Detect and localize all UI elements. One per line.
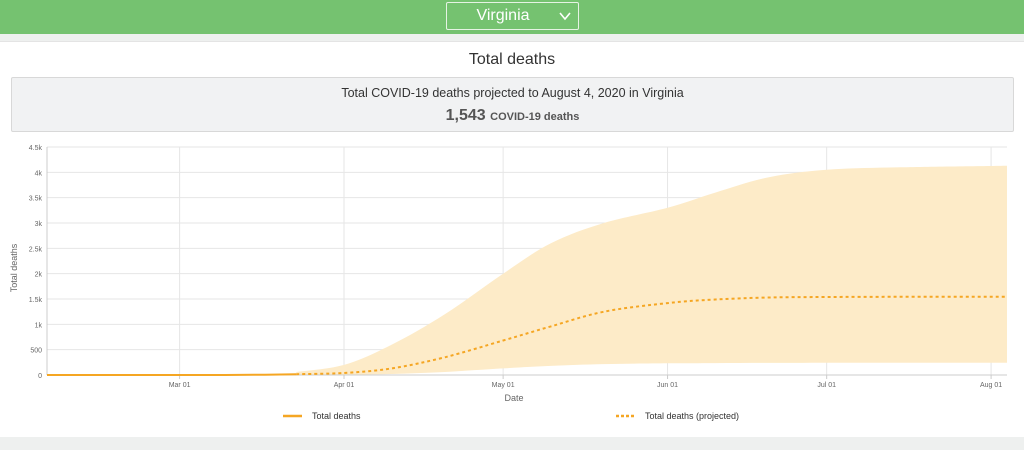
- death-count: 1,543: [445, 107, 486, 124]
- summary-count: 1,543 COVID-19 deaths: [12, 107, 1013, 125]
- y-tick-label: 3k: [35, 221, 43, 228]
- top-bar: Virginia: [0, 0, 1024, 34]
- y-tick-label: 2.5k: [29, 246, 43, 253]
- y-tick-label: 2k: [35, 272, 43, 279]
- y-tick-label: 3.5k: [29, 196, 43, 203]
- summary-box: Total COVID-19 deaths projected to Augus…: [11, 77, 1014, 132]
- x-tick-label: May 01: [492, 382, 515, 389]
- death-count-unit: COVID-19 deaths: [490, 111, 580, 123]
- x-tick-label: Apr 01: [334, 382, 355, 389]
- chart-tick-labels: 0 500 1k 1.5k 2k 2.5k 3k 3.5k 4k 4.5k Mar 01 Apr 01…: [29, 145, 1003, 389]
- x-tick-label: Jul 01: [817, 382, 836, 389]
- legend-label: Total deaths (projected): [645, 411, 739, 421]
- bottom-strip: [0, 437, 1024, 450]
- y-tick-label: 1k: [35, 322, 43, 329]
- y-tick-label: 500: [30, 348, 42, 355]
- uncertainty-band: [296, 165, 1007, 375]
- y-tick-label: 0: [38, 373, 42, 380]
- chevron-down-icon: [559, 12, 571, 21]
- series-total-deaths-line: [47, 373, 297, 376]
- card-title: Total deaths: [468, 51, 556, 68]
- y-tick-label: 4.5k: [29, 145, 43, 152]
- summary-text: Total COVID-19 deaths projected to Augus…: [341, 86, 684, 100]
- legend-label: Total deaths: [312, 411, 361, 421]
- y-tick-label: 1.5k: [29, 297, 43, 304]
- x-tick-label: Aug 01: [980, 382, 1002, 389]
- x-tick-label: Jun 01: [657, 382, 678, 389]
- state-selector-label: Virginia: [476, 7, 530, 24]
- y-tick-label: 4k: [35, 170, 43, 177]
- x-tick-label: Mar 01: [169, 382, 191, 389]
- chart-legend: Total deaths Total deaths (projected): [283, 411, 739, 421]
- y-axis-label: Total deaths: [9, 243, 19, 292]
- state-selector[interactable]: Virginia: [446, 2, 579, 30]
- x-axis-label: Date: [504, 393, 523, 403]
- series-total-deaths-projected-line: [296, 295, 1007, 376]
